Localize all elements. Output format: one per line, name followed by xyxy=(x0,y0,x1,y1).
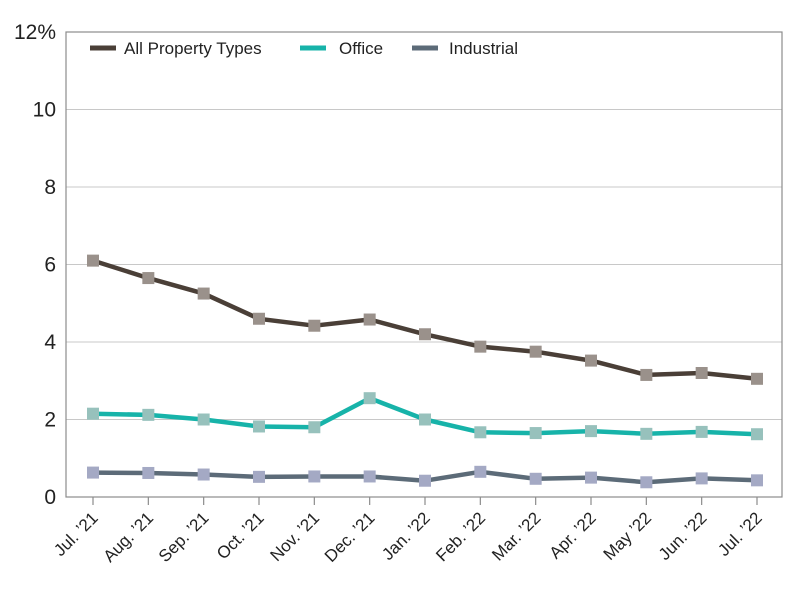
marker-all-property-types-1 xyxy=(142,272,155,285)
marker-all-property-types-4 xyxy=(308,319,321,332)
marker-office-12 xyxy=(751,428,763,441)
marker-all-property-types-11 xyxy=(695,367,708,379)
marker-office-2 xyxy=(197,413,210,426)
xtick-label-1: Aug. ’21 xyxy=(100,508,158,566)
ytick-label-6: 6 xyxy=(44,254,56,277)
marker-office-6 xyxy=(419,413,431,426)
marker-industrial-0 xyxy=(87,466,99,479)
ytick-label-4: 4 xyxy=(44,331,56,354)
marker-industrial-6 xyxy=(419,474,431,487)
ytick-label-2: 2 xyxy=(44,409,56,432)
legend-label-office: Office xyxy=(339,39,383,58)
marker-all-property-types-2 xyxy=(197,287,210,300)
marker-all-property-types-7 xyxy=(474,340,487,353)
marker-all-property-types-3 xyxy=(253,312,265,325)
ytick-label-12: 12% xyxy=(14,21,56,44)
ytick-label-0: 0 xyxy=(44,486,56,509)
xtick-label-8: Mar. ’22 xyxy=(488,508,544,564)
marker-all-property-types-6 xyxy=(419,328,431,341)
marker-industrial-11 xyxy=(695,472,708,485)
marker-office-5 xyxy=(363,392,376,405)
xtick-label-6: Jan. ’22 xyxy=(378,508,434,564)
marker-office-10 xyxy=(640,427,653,440)
marker-all-property-types-8 xyxy=(529,345,542,358)
marker-all-property-types-9 xyxy=(585,354,597,367)
marker-office-8 xyxy=(529,427,542,440)
marker-all-property-types-10 xyxy=(640,368,653,381)
marker-industrial-1 xyxy=(142,466,155,479)
xtick-label-4: Nov. ’21 xyxy=(267,508,324,565)
marker-office-9 xyxy=(585,425,597,438)
ytick-label-10: 10 xyxy=(33,99,56,122)
xtick-label-5: Dec. ’21 xyxy=(321,508,379,566)
marker-industrial-12 xyxy=(751,474,763,487)
marker-office-1 xyxy=(142,408,155,421)
marker-industrial-10 xyxy=(640,476,653,489)
xtick-label-12: Jul. ’22 xyxy=(714,508,766,560)
series-lines xyxy=(87,254,763,489)
marker-industrial-5 xyxy=(363,470,376,483)
marker-office-0 xyxy=(87,407,99,420)
series-line-all-property-types xyxy=(90,258,760,382)
marker-industrial-7 xyxy=(474,465,487,478)
legend: All Property Types Office Industrial xyxy=(90,39,518,58)
ytick-label-8: 8 xyxy=(44,176,56,199)
marker-office-3 xyxy=(253,420,265,433)
xtick-label-2: Sep. ’21 xyxy=(155,508,213,566)
marker-industrial-3 xyxy=(253,470,265,483)
plot-frame xyxy=(65,31,783,498)
xtick-label-7: Feb. ’22 xyxy=(432,508,489,565)
xtick-label-0: Jul. ’21 xyxy=(50,508,102,560)
marker-office-7 xyxy=(474,426,487,439)
marker-industrial-8 xyxy=(529,472,542,485)
xtick-label-3: Oct. ’21 xyxy=(213,508,268,563)
xtick-label-9: Apr. ’22 xyxy=(546,508,600,562)
grid-lines xyxy=(66,109,782,420)
marker-industrial-4 xyxy=(308,470,321,483)
legend-label-all-property-types: All Property Types xyxy=(124,39,262,58)
marker-all-property-types-0 xyxy=(87,254,99,267)
xtick-label-11: Jun. ’22 xyxy=(655,508,711,564)
xtick-label-10: May ’22 xyxy=(600,508,656,564)
marker-industrial-9 xyxy=(585,471,597,484)
legend-label-industrial: Industrial xyxy=(449,39,518,58)
marker-all-property-types-5 xyxy=(363,313,376,326)
marker-office-4 xyxy=(308,421,321,434)
marker-office-11 xyxy=(695,425,708,438)
marker-all-property-types-12 xyxy=(751,372,763,385)
marker-industrial-2 xyxy=(197,468,210,481)
